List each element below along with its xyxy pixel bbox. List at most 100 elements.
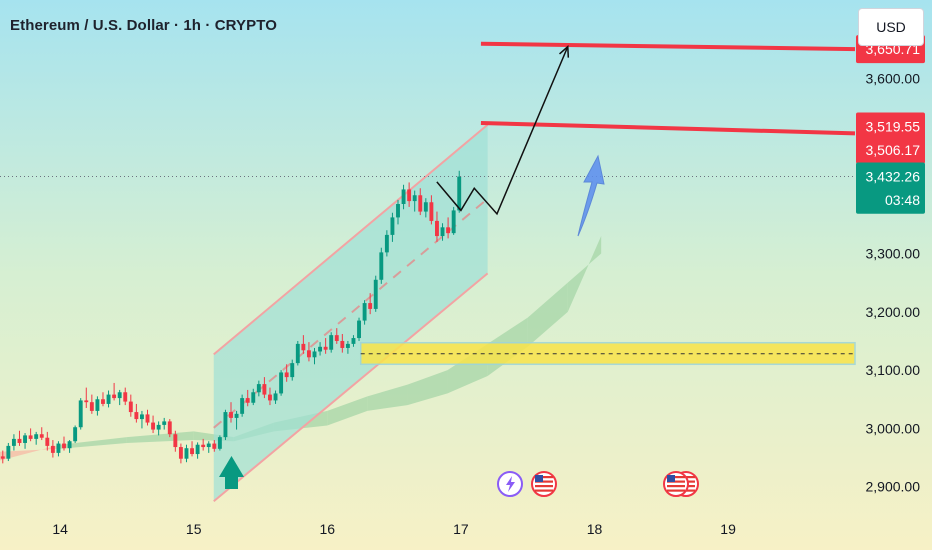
- candle: [334, 328, 339, 344]
- candle: [62, 436, 66, 451]
- y-tick-label: 2,900.00: [866, 479, 921, 495]
- y-tick-label: 3,200.00: [866, 304, 921, 320]
- candle-body: [56, 443, 61, 453]
- lightning-bolt: [506, 476, 515, 492]
- candle-body: [256, 384, 261, 393]
- flag-stripe: [535, 485, 553, 488]
- candle-body: [23, 435, 27, 443]
- candle: [106, 390, 111, 408]
- candle-body: [334, 335, 339, 341]
- price-tag-3519: 3,519.55: [856, 112, 925, 141]
- x-tick-label: 17: [453, 521, 469, 537]
- candle: [407, 182, 412, 207]
- candle: [162, 417, 167, 430]
- candle-body: [134, 412, 139, 420]
- candle-body: [412, 195, 417, 202]
- blue-up-arrow: [577, 154, 605, 237]
- candle: [28, 428, 33, 442]
- bar-countdown-tag-label: 03:48: [885, 192, 920, 208]
- candle-body: [451, 210, 456, 234]
- candle-body: [262, 384, 267, 395]
- candle-body: [301, 343, 306, 351]
- flag-stripe: [667, 476, 685, 479]
- candle: [401, 184, 406, 210]
- candle: [23, 433, 27, 449]
- candle: [78, 398, 83, 430]
- cloud-segment: [567, 236, 602, 312]
- entry-arrow-shaft: [225, 475, 238, 489]
- candle-body: [396, 204, 400, 218]
- x-tick-label: 18: [587, 521, 603, 537]
- cloud-segment: [527, 282, 568, 347]
- bar-countdown-tag-box: [856, 185, 925, 214]
- candle-body: [217, 437, 222, 449]
- candle: [379, 247, 384, 284]
- candle-body: [407, 189, 412, 202]
- candle-body: [67, 441, 72, 449]
- candle: [256, 380, 261, 397]
- currency-button[interactable]: USD: [858, 8, 924, 46]
- current-price-tag-box: [856, 162, 925, 191]
- candle-body: [223, 412, 228, 438]
- candle-body: [195, 444, 200, 455]
- candle: [240, 394, 245, 417]
- lightning-icon: [497, 471, 523, 497]
- candle: [345, 340, 350, 354]
- candle-body: [351, 338, 356, 344]
- candle: [89, 394, 94, 414]
- candle: [206, 441, 211, 453]
- cloud-segment: [407, 370, 448, 406]
- resistance-line: [480, 120, 856, 136]
- current-price-tag: 3,432.26: [856, 162, 925, 191]
- candle-body: [368, 303, 373, 309]
- candle-body: [84, 400, 89, 403]
- price-tag-3519-label: 3,519.55: [866, 118, 921, 134]
- channel-lower-line: [213, 272, 489, 503]
- candle: [312, 347, 317, 365]
- candle-body: [362, 303, 367, 321]
- candle: [45, 431, 50, 451]
- annotation-lines: [0, 41, 856, 489]
- candle: [457, 170, 462, 213]
- y-tick-label: 3,300.00: [866, 246, 921, 262]
- candle-body: [440, 227, 445, 237]
- candle-body: [95, 399, 100, 411]
- candle: [329, 332, 334, 353]
- candle-body: [89, 402, 94, 411]
- candle-body: [457, 176, 462, 211]
- candle-body: [34, 434, 39, 439]
- candle: [268, 387, 272, 406]
- candle: [362, 300, 367, 325]
- candle: [429, 195, 434, 225]
- candle-body: [423, 202, 428, 212]
- candle-body: [117, 392, 122, 399]
- candle-body: [373, 279, 378, 309]
- candle: [290, 359, 295, 381]
- candle: [145, 409, 150, 426]
- candle-body: [162, 421, 167, 425]
- candle: [128, 394, 133, 417]
- candle-body: [178, 447, 183, 459]
- flag-stripe: [535, 480, 553, 483]
- candle-body: [106, 394, 111, 404]
- entry-arrow-head: [219, 456, 244, 477]
- candle: [156, 421, 161, 436]
- candle: [11, 434, 16, 451]
- candle: [245, 389, 250, 407]
- candle-body: [318, 346, 323, 352]
- candle-body: [329, 335, 334, 350]
- candle-body: [290, 363, 295, 378]
- candle: [84, 387, 89, 408]
- candle-body: [357, 320, 361, 339]
- candle: [384, 230, 389, 257]
- x-tick-label: 15: [186, 521, 202, 537]
- candle: [56, 441, 61, 457]
- us-flag-icon: [531, 471, 557, 497]
- candle: [73, 425, 78, 443]
- candle: [435, 211, 439, 242]
- candle-body: [212, 443, 217, 449]
- candle-body: [384, 234, 389, 253]
- candle: [340, 333, 345, 353]
